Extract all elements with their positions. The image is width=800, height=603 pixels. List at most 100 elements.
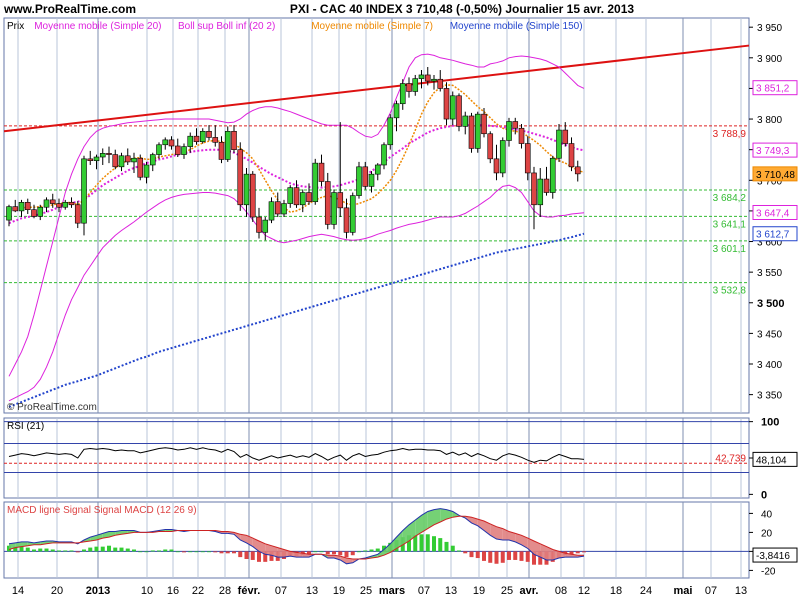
candle-body[interactable]: [237, 149, 244, 206]
rsi-panel[interactable]: [3, 417, 750, 499]
macd-histogram-bar: [132, 549, 136, 552]
candle-body[interactable]: [299, 192, 306, 206]
candle-body[interactable]: [68, 202, 75, 206]
candle-body[interactable]: [287, 187, 294, 204]
candle-body[interactable]: [49, 199, 56, 204]
candle-body[interactable]: [399, 83, 406, 105]
candle-body[interactable]: [524, 143, 531, 174]
candle-body[interactable]: [493, 158, 500, 174]
candle-body[interactable]: [106, 153, 112, 155]
candle-body[interactable]: [537, 178, 544, 206]
candle-body[interactable]: [318, 162, 325, 182]
candle-body[interactable]: [349, 195, 356, 233]
candle-body[interactable]: [474, 113, 481, 149]
candle-body[interactable]: [574, 166, 581, 175]
candle-body[interactable]: [243, 173, 250, 206]
candle-body[interactable]: [231, 130, 237, 150]
candle-body[interactable]: [181, 146, 187, 155]
candle-body[interactable]: [137, 157, 144, 178]
candle-body[interactable]: [406, 83, 412, 92]
candle-body[interactable]: [468, 115, 475, 149]
candle-body[interactable]: [93, 156, 100, 161]
candle-body[interactable]: [87, 158, 94, 161]
candle-body[interactable]: [549, 157, 556, 193]
candle-body[interactable]: [74, 204, 81, 224]
candle-body[interactable]: [343, 207, 350, 233]
candle-body[interactable]: [331, 192, 337, 225]
candle-body[interactable]: [174, 145, 181, 155]
candle-body[interactable]: [481, 113, 487, 135]
candle-body[interactable]: [443, 88, 450, 120]
candle-body[interactable]: [124, 155, 131, 163]
candle-body[interactable]: [256, 216, 262, 233]
candle-body[interactable]: [293, 187, 300, 206]
candle-body[interactable]: [387, 117, 394, 146]
candle-body[interactable]: [99, 153, 106, 158]
candle-body[interactable]: [362, 166, 369, 187]
candle-body[interactable]: [506, 121, 512, 141]
candle-body[interactable]: [37, 206, 44, 217]
candle-body[interactable]: [274, 201, 281, 215]
price-panel[interactable]: [3, 17, 750, 414]
candle-body[interactable]: [31, 209, 37, 217]
candle-body[interactable]: [56, 203, 62, 208]
trendline[interactable]: [3, 44, 750, 133]
candle-body[interactable]: [381, 144, 387, 166]
candle-body[interactable]: [531, 172, 537, 206]
candle-body[interactable]: [6, 206, 12, 221]
candle-body[interactable]: [456, 95, 462, 127]
candle-body[interactable]: [418, 74, 425, 79]
candle-body[interactable]: [62, 202, 69, 208]
candle-body[interactable]: [306, 192, 312, 203]
candle-body[interactable]: [568, 143, 575, 168]
candle-body[interactable]: [218, 142, 225, 160]
candle-body[interactable]: [518, 127, 525, 144]
macd-signal-fill: [415, 515, 422, 537]
candle-body[interactable]: [312, 162, 319, 203]
candle-body[interactable]: [368, 173, 375, 187]
candle-body[interactable]: [449, 95, 456, 120]
candle-body[interactable]: [337, 192, 344, 209]
candle-body[interactable]: [374, 164, 381, 175]
candle-body[interactable]: [487, 133, 494, 160]
candle-body[interactable]: [187, 135, 194, 147]
candle-body[interactable]: [499, 140, 506, 174]
candle-body[interactable]: [249, 173, 256, 218]
candle-body[interactable]: [199, 130, 206, 143]
candle-body[interactable]: [193, 135, 200, 143]
candle-body[interactable]: [162, 139, 169, 146]
candle-body[interactable]: [424, 74, 431, 82]
candle-body[interactable]: [224, 130, 231, 160]
candle-body[interactable]: [268, 201, 275, 221]
candle-body[interactable]: [412, 78, 419, 92]
candle-body[interactable]: [149, 154, 156, 166]
candle-body[interactable]: [24, 202, 31, 210]
candle-body[interactable]: [212, 137, 219, 143]
candle-body[interactable]: [168, 139, 175, 147]
candle-body[interactable]: [556, 129, 562, 159]
candle-body[interactable]: [118, 155, 125, 168]
candle-body[interactable]: [262, 219, 269, 233]
candle-body[interactable]: [156, 144, 162, 155]
candle-body[interactable]: [143, 164, 150, 178]
macd-panel[interactable]: [3, 501, 750, 579]
candle-body[interactable]: [462, 115, 469, 127]
candle-body[interactable]: [324, 181, 331, 225]
candle-body[interactable]: [12, 206, 19, 212]
candle-body[interactable]: [393, 103, 400, 119]
brand-label[interactable]: www.ProRealTime.com: [3, 2, 136, 16]
candle-body[interactable]: [562, 129, 569, 144]
candle-body[interactable]: [431, 78, 437, 82]
candle-body[interactable]: [206, 130, 212, 138]
candle-body[interactable]: [281, 203, 287, 215]
candle-body[interactable]: [512, 121, 519, 129]
candle-body[interactable]: [543, 178, 550, 193]
candle-body[interactable]: [131, 157, 137, 163]
candle-body[interactable]: [437, 78, 444, 89]
candle-body[interactable]: [81, 158, 87, 224]
candle-body[interactable]: [18, 202, 25, 212]
macd-histogram-bar: [569, 551, 574, 555]
candle-body[interactable]: [43, 199, 50, 208]
candle-body[interactable]: [112, 154, 119, 168]
candle-body[interactable]: [356, 166, 362, 196]
